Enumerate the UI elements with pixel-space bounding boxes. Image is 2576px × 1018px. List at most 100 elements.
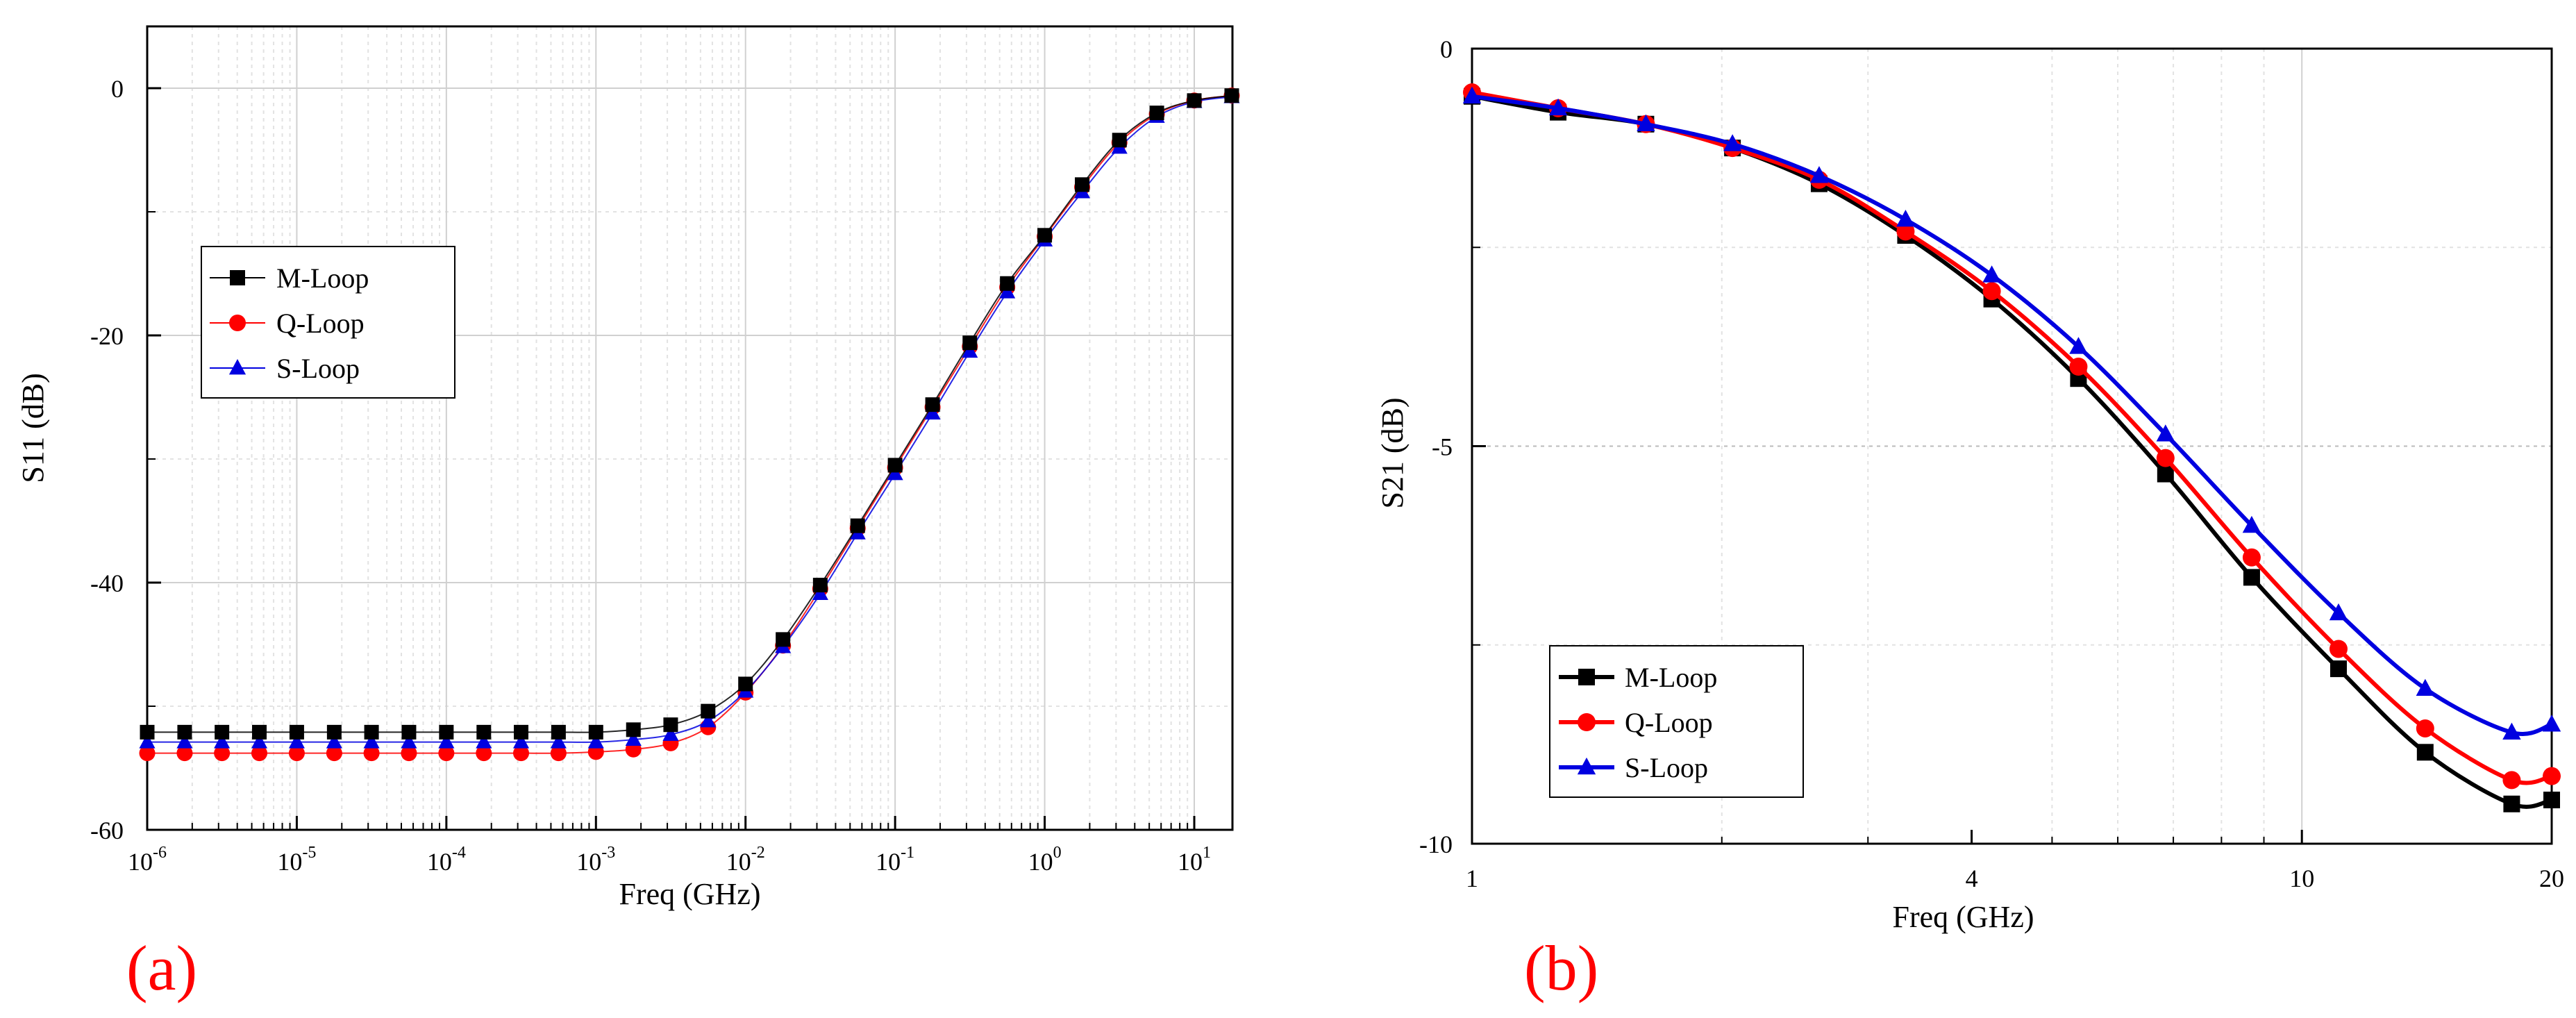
y-tick-label: -5 <box>1432 433 1453 461</box>
data-point <box>1723 134 1742 151</box>
legend-label: M-Loop <box>276 262 369 294</box>
data-point <box>401 745 417 762</box>
data-point <box>513 745 530 762</box>
series-line <box>147 94 1232 733</box>
data-point <box>251 745 268 762</box>
legend-marker <box>229 315 246 331</box>
x-tick-label-base: 10 <box>726 848 751 876</box>
x-tick-label-base: 10 <box>128 848 153 876</box>
legend-a: M-Loop Q-Loop S-Loop <box>201 246 455 399</box>
y-axis-label: S21 (dB) <box>1375 397 1410 508</box>
data-point <box>2543 792 2560 809</box>
data-point <box>2242 548 2261 567</box>
data-point <box>550 733 567 749</box>
data-point <box>738 676 753 692</box>
data-point <box>550 745 567 762</box>
series-m-loop <box>140 88 1239 740</box>
data-point <box>887 458 903 473</box>
data-point <box>177 724 192 740</box>
series-s-loop <box>1462 86 2561 740</box>
x-tick-label: 4 <box>1966 865 1978 892</box>
data-point <box>476 733 492 749</box>
legend-marker <box>230 270 245 285</box>
series-line <box>147 94 1232 754</box>
data-point <box>626 722 641 737</box>
data-point <box>363 745 380 762</box>
data-point <box>139 745 156 762</box>
series-line <box>1471 94 2552 736</box>
legend-marker <box>1578 669 1595 685</box>
data-point <box>215 724 230 740</box>
x-tick-label-exp: 1 <box>1203 844 1211 862</box>
data-point <box>476 724 492 740</box>
data-point <box>662 726 679 741</box>
x-tick-label-exp: -2 <box>751 844 765 862</box>
data-point <box>439 724 454 740</box>
data-point <box>625 731 642 746</box>
x-tick-label-base: 10 <box>576 848 601 876</box>
data-point <box>663 717 678 733</box>
data-point <box>1637 114 1655 132</box>
series-line <box>147 96 1232 743</box>
data-point <box>962 342 978 358</box>
x-tick-label: 10-6 <box>128 844 167 876</box>
data-point <box>214 733 231 749</box>
data-point <box>438 733 455 749</box>
data-point <box>326 724 342 740</box>
panel-label: (b) <box>1524 933 1598 1003</box>
x-tick-label-base: 10 <box>1028 848 1053 876</box>
data-point <box>326 745 342 762</box>
legend-marker <box>1577 757 1596 775</box>
data-point <box>476 745 492 762</box>
x-axis-label: Freq (GHz) <box>619 877 760 911</box>
x-tick-label-base: 10 <box>1178 848 1203 876</box>
data-point <box>1075 177 1090 192</box>
data-point <box>587 733 604 749</box>
data-point <box>2156 424 2175 442</box>
data-point <box>1982 265 2001 283</box>
x-tick-label: 1 <box>1466 865 1478 892</box>
y-axis-label: S11 (dB) <box>16 373 50 483</box>
plot-frame-b <box>1471 47 2553 845</box>
series-q-loop <box>139 87 1240 762</box>
plot-frame-a <box>146 25 1234 831</box>
x-tick-label-exp: 0 <box>1053 844 1062 862</box>
data-point <box>363 733 380 749</box>
grid-b <box>1472 49 2552 844</box>
data-point <box>176 733 193 749</box>
x-tick-label-exp: -1 <box>901 844 914 862</box>
data-point <box>924 404 941 420</box>
legend-marker <box>228 359 246 375</box>
data-point <box>2416 678 2435 696</box>
data-point <box>288 745 305 762</box>
data-point <box>1037 228 1053 243</box>
data-point <box>1462 86 1482 103</box>
data-point <box>1149 106 1164 121</box>
data-point <box>1809 166 1829 183</box>
data-point <box>2416 744 2434 761</box>
legend-label: S-Loop <box>276 353 360 384</box>
x-tick-label-base: 10 <box>427 848 452 876</box>
y-tick-label: 0 <box>111 75 124 103</box>
data-point <box>2069 337 2088 354</box>
data-point <box>288 733 305 749</box>
data-point <box>251 733 268 749</box>
data-point <box>2242 515 2261 533</box>
y-tick-label: -20 <box>90 322 124 350</box>
data-point <box>289 724 304 740</box>
data-point <box>1224 88 1239 103</box>
data-point <box>2502 722 2521 740</box>
data-point <box>2329 640 2348 658</box>
data-point <box>776 632 791 647</box>
y-tick-label: -10 <box>1419 831 1453 858</box>
legend-label: S-Loop <box>1625 752 1708 783</box>
legend-marker <box>1578 713 1596 731</box>
data-point <box>140 724 155 740</box>
x-tick-label-exp: -6 <box>153 844 167 862</box>
data-point <box>850 518 865 533</box>
data-point <box>1896 222 1915 241</box>
data-point <box>326 733 342 749</box>
legend-b: M-Loop Q-Loop S-Loop <box>1549 645 1804 798</box>
data-point <box>925 397 940 412</box>
data-point <box>364 724 379 740</box>
